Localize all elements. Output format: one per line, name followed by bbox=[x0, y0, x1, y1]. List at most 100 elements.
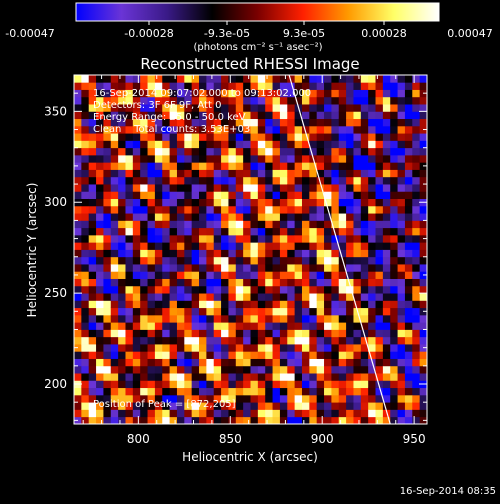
heatmap-cell bbox=[360, 394, 369, 403]
heatmap-cell bbox=[412, 220, 421, 229]
heatmap-cell bbox=[74, 249, 82, 258]
heatmap-cell bbox=[125, 118, 134, 127]
heatmap-cell bbox=[140, 285, 148, 294]
heatmap-cell bbox=[140, 278, 148, 287]
heatmap-cell bbox=[375, 75, 384, 83]
heatmap-cell bbox=[206, 169, 215, 178]
heatmap-cell bbox=[309, 402, 318, 410]
heatmap-cell bbox=[346, 344, 354, 352]
heatmap-cell bbox=[88, 213, 97, 221]
heatmap-cell bbox=[316, 176, 325, 185]
heatmap-cell bbox=[176, 191, 185, 199]
heatmap-cell bbox=[338, 416, 347, 424]
heatmap-cell bbox=[147, 111, 156, 120]
heatmap-cell bbox=[96, 351, 104, 359]
heatmap-cell bbox=[88, 118, 97, 127]
heatmap-cell bbox=[243, 205, 251, 214]
heatmap-cell bbox=[221, 169, 229, 178]
heatmap-cell bbox=[412, 249, 421, 258]
heatmap-cell bbox=[287, 394, 296, 403]
heatmap-cell bbox=[309, 307, 318, 316]
heatmap-cell bbox=[132, 227, 141, 236]
heatmap-cell bbox=[324, 220, 332, 229]
heatmap-cell bbox=[125, 125, 134, 134]
heatmap-cell bbox=[353, 293, 362, 301]
heatmap-cell bbox=[279, 271, 288, 279]
heatmap-cell bbox=[331, 307, 340, 316]
heatmap-cell bbox=[132, 111, 141, 120]
heatmap-cell bbox=[162, 82, 170, 90]
heatmap-cell bbox=[162, 104, 170, 112]
heatmap-cell bbox=[221, 89, 229, 98]
heatmap-cell bbox=[404, 322, 413, 330]
heatmap-cell bbox=[404, 227, 413, 236]
heatmap-cell bbox=[309, 329, 318, 338]
heatmap-cell bbox=[191, 242, 200, 250]
heatmap-cell bbox=[257, 271, 266, 279]
heatmap-cell bbox=[338, 394, 347, 403]
heatmap-cell bbox=[191, 307, 200, 316]
heatmap-cell bbox=[419, 249, 427, 258]
heatmap-cell bbox=[404, 162, 413, 170]
heatmap-cell bbox=[176, 205, 185, 214]
heatmap-cell bbox=[74, 220, 82, 229]
heatmap-cell bbox=[250, 111, 259, 120]
heatmap-cell bbox=[324, 125, 332, 134]
heatmap-cell bbox=[88, 293, 97, 301]
heatmap-cell bbox=[81, 329, 90, 338]
heatmap-cell bbox=[301, 220, 310, 229]
heatmap-cell bbox=[316, 75, 325, 83]
heatmap-cell bbox=[382, 373, 391, 381]
heatmap-cell bbox=[132, 89, 141, 98]
heatmap-cell bbox=[154, 220, 163, 229]
heatmap-cell bbox=[140, 373, 148, 381]
heatmap-cell bbox=[353, 96, 362, 105]
heatmap-cell bbox=[382, 351, 391, 359]
heatmap-cell bbox=[309, 380, 318, 389]
heatmap-cell bbox=[368, 314, 376, 323]
heatmap-cell bbox=[346, 147, 354, 156]
heatmap-cell bbox=[309, 205, 318, 214]
heatmap-cell bbox=[74, 285, 82, 294]
heatmap-cell bbox=[346, 169, 354, 178]
heatmap-cell bbox=[228, 307, 237, 316]
heatmap-cell bbox=[184, 351, 193, 359]
heatmap-cell bbox=[243, 176, 251, 185]
heatmap-cell bbox=[140, 220, 148, 229]
heatmap-cell bbox=[257, 125, 266, 134]
heatmap-cell bbox=[147, 285, 156, 294]
heatmap-cell bbox=[110, 314, 119, 323]
heatmap-cell bbox=[287, 300, 296, 309]
heatmap-cell bbox=[140, 82, 148, 90]
heatmap-cell bbox=[412, 380, 421, 389]
heatmap-cell bbox=[176, 336, 185, 345]
heatmap-cell bbox=[110, 271, 119, 279]
heatmap-cell bbox=[118, 198, 126, 207]
heatmap-cell bbox=[368, 307, 376, 316]
heatmap-cell bbox=[272, 264, 281, 272]
heatmap-cell bbox=[294, 198, 303, 207]
heatmap-cell bbox=[169, 293, 178, 301]
heatmap-cell bbox=[81, 409, 90, 418]
heatmap-cell bbox=[176, 278, 185, 287]
heatmap-cell bbox=[103, 264, 112, 272]
heatmap-cell bbox=[74, 409, 82, 418]
heatmap-cell bbox=[169, 249, 178, 258]
heatmap-cell bbox=[301, 329, 310, 338]
heatmap-cell bbox=[265, 271, 273, 279]
heatmap-cell bbox=[88, 249, 97, 258]
heatmap-cell bbox=[390, 162, 398, 170]
heatmap-cell bbox=[279, 75, 288, 83]
heatmap-cell bbox=[213, 198, 222, 207]
heatmap-cell bbox=[235, 271, 244, 279]
heatmap-cell bbox=[279, 213, 288, 221]
heatmap-cell bbox=[96, 154, 104, 163]
heatmap-cell bbox=[140, 336, 148, 345]
heatmap-cell bbox=[287, 278, 296, 287]
heatmap-cell bbox=[132, 234, 141, 243]
heatmap-cell bbox=[221, 336, 229, 345]
heatmap-cell bbox=[184, 402, 193, 410]
heatmap-cell bbox=[154, 351, 163, 359]
heatmap-cell bbox=[221, 344, 229, 352]
y-tick-label: 200 bbox=[44, 377, 67, 391]
